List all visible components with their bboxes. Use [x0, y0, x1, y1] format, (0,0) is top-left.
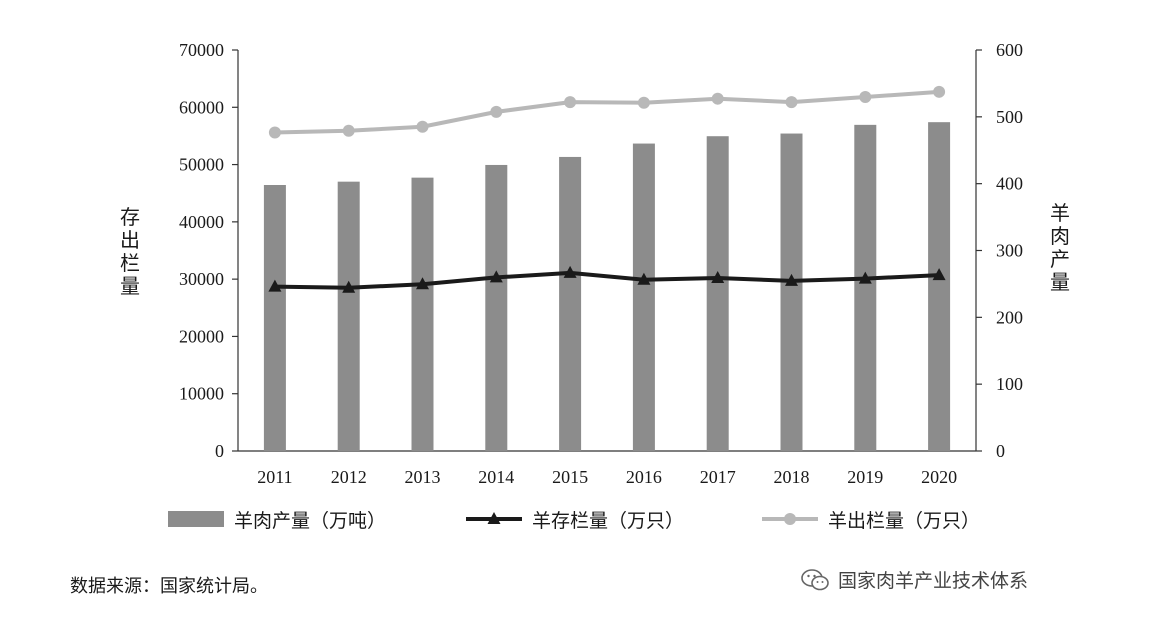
- tick-label-right: 600: [996, 40, 1023, 60]
- bar: [854, 124, 877, 451]
- axis-title-char: 量: [120, 274, 140, 298]
- tick-label-x: 2018: [774, 467, 810, 487]
- tick-label-left: 20000: [179, 326, 224, 346]
- tick-label-left: 30000: [179, 269, 224, 289]
- tick-label-right: 500: [996, 107, 1023, 127]
- line-point: [933, 85, 946, 98]
- line-point: [785, 96, 798, 109]
- bar: [559, 156, 582, 451]
- y-axis-title-right: 羊肉产量: [1050, 201, 1070, 294]
- line-point: [858, 271, 872, 284]
- bar: [706, 136, 729, 451]
- legend-swatch: [168, 511, 224, 527]
- y-axis-title-left: 存出栏量: [120, 205, 140, 298]
- line-point: [711, 92, 724, 105]
- line-point: [268, 279, 282, 292]
- axis-title-char: 存: [120, 205, 140, 229]
- line-point: [711, 270, 725, 283]
- axis-title-char: 羊: [1050, 201, 1070, 225]
- tick-label-left: 50000: [179, 155, 224, 175]
- legend-label: 羊肉产量（万吨）: [234, 510, 386, 532]
- axis-title-char: 肉: [1050, 224, 1070, 248]
- bar: [928, 122, 951, 452]
- tick-label-x: 2011: [257, 467, 292, 487]
- axis-title-char: 产: [1050, 247, 1070, 271]
- bar: [411, 177, 434, 451]
- line-point: [785, 273, 798, 286]
- legend-marker: [784, 513, 796, 525]
- line-point: [416, 277, 429, 290]
- tick-label-x: 2020: [921, 467, 957, 487]
- series-line: [274, 89, 940, 135]
- bar: [632, 143, 655, 452]
- axis-title-char: 栏: [120, 251, 140, 275]
- tick-label-right: 200: [996, 307, 1023, 327]
- tick-label-left: 40000: [179, 212, 224, 232]
- wechat-icon: [801, 568, 829, 590]
- tick-label-x: 2017: [700, 467, 736, 487]
- bar: [780, 133, 803, 451]
- legend-label: 羊存栏量（万只）: [532, 510, 684, 532]
- tick-label-right: 400: [996, 174, 1023, 194]
- series-line: [274, 270, 940, 290]
- bar: [485, 164, 508, 451]
- line-point: [490, 105, 503, 118]
- line-point: [637, 272, 651, 285]
- bar: [337, 181, 360, 451]
- watermark-text: 国家肉羊产业技术体系: [838, 570, 1029, 592]
- line-point: [859, 90, 872, 103]
- tick-label-left: 60000: [179, 97, 224, 117]
- tick-label-right: 0: [996, 441, 1005, 461]
- line-point: [342, 124, 355, 137]
- tick-label-x: 2014: [478, 467, 514, 487]
- line-point: [489, 270, 503, 283]
- line-point: [268, 126, 281, 139]
- axes: [232, 49, 982, 452]
- tick-label-x: 2019: [847, 467, 883, 487]
- line-point: [932, 268, 946, 281]
- axis-title-char: 量: [1050, 270, 1070, 294]
- legend-marker: [487, 512, 501, 524]
- line-series: [268, 85, 946, 293]
- bar: [263, 185, 286, 451]
- line-point: [563, 265, 577, 278]
- tick-label-x: 2015: [552, 467, 588, 487]
- tick-label-left: 0: [215, 441, 224, 461]
- line-point: [416, 120, 429, 133]
- line-point: [342, 280, 356, 293]
- axis-title-char: 出: [120, 228, 140, 252]
- tick-label-right: 300: [996, 241, 1023, 261]
- legend: 羊肉产量（万吨） 羊存栏量（万只） 羊出栏量（万只）: [168, 510, 980, 532]
- legend-label: 羊出栏量（万只）: [828, 510, 980, 532]
- source-note: 数据来源：国家统计局。: [70, 576, 268, 597]
- line-point: [564, 96, 577, 109]
- tick-label-x: 2016: [626, 467, 662, 487]
- combo-chart: 0 10000 20000 30000 40000 50000 60000 70000 0 100…: [120, 40, 1070, 532]
- tick-label-x: 2013: [405, 467, 441, 487]
- tick-label-right: 100: [996, 374, 1023, 394]
- watermark: 国家肉羊产业技术体系: [800, 566, 1028, 593]
- bar-series: [263, 122, 951, 452]
- line-point: [637, 96, 650, 109]
- tick-labels: 0 10000 20000 30000 40000 50000 60000 70000 0 100…: [179, 40, 1023, 487]
- tick-label-x: 2012: [331, 467, 367, 487]
- tick-label-left: 10000: [179, 384, 224, 404]
- tick-label-left: 70000: [179, 40, 224, 60]
